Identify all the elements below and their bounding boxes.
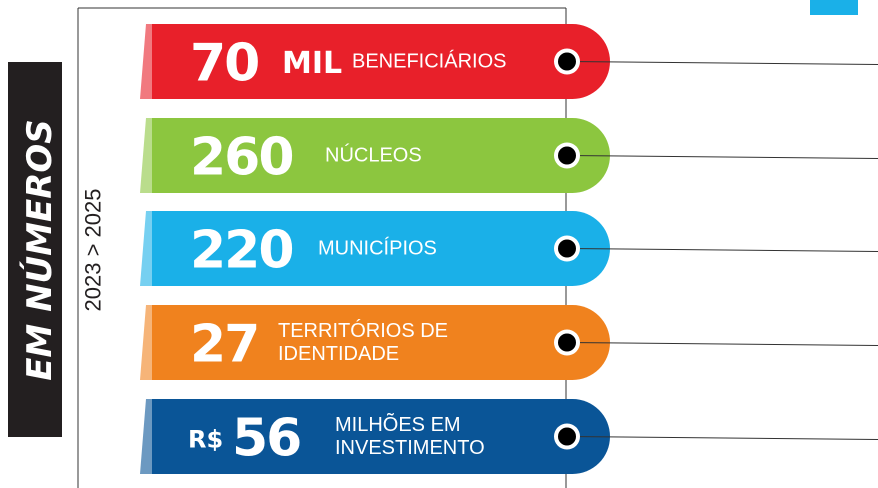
- stat-bar: [152, 305, 610, 380]
- side-period-group: 2023 > 2025: [81, 189, 106, 312]
- stat-prefix: R$: [188, 426, 223, 454]
- dot: [558, 427, 576, 446]
- stat-label: BENEFICIÁRIOS: [352, 50, 506, 73]
- corner-tab: [810, 0, 858, 15]
- stat-bar: [152, 399, 610, 474]
- stat-label: IDENTIDADE: [278, 343, 399, 365]
- dot: [558, 146, 576, 165]
- connector-line: [566, 155, 878, 159]
- side-label: EM NÚMEROS: [19, 119, 60, 381]
- side-title: EM NÚMEROS: [19, 119, 60, 381]
- stat-bar: [152, 211, 610, 286]
- dot: [558, 239, 576, 258]
- stat-label: MUNICÍPIOS: [318, 237, 437, 260]
- dot: [558, 52, 576, 71]
- dot: [558, 333, 576, 352]
- stat-label: MILHÕES EM: [335, 412, 461, 436]
- side-period: 2023 > 2025: [81, 189, 106, 312]
- stat-label: INVESTIMENTO: [335, 437, 485, 459]
- stat-number: 56: [232, 409, 300, 469]
- connector-line: [566, 248, 878, 252]
- stat-bar-edge: [140, 118, 152, 193]
- stat-number: 70: [190, 34, 258, 94]
- stat-bar-edge: [140, 305, 152, 380]
- stat-bar: [152, 24, 610, 99]
- stat-bar-edge: [140, 211, 152, 286]
- stat-bar: [152, 118, 610, 193]
- stat-number: 220: [190, 221, 293, 281]
- stat-label: TERRITÓRIOS DE: [278, 319, 448, 342]
- stat-unit: MIL: [282, 46, 342, 81]
- stat-bar-edge: [140, 399, 152, 474]
- connector-line: [566, 342, 878, 346]
- connector-line: [566, 436, 878, 440]
- side-box: [8, 62, 62, 437]
- stat-number: 27: [190, 315, 258, 375]
- stat-label: NÚCLEOS: [325, 144, 422, 167]
- stat-number: 260: [190, 128, 293, 188]
- connector-line: [566, 61, 878, 65]
- stat-bar-edge: [140, 24, 152, 99]
